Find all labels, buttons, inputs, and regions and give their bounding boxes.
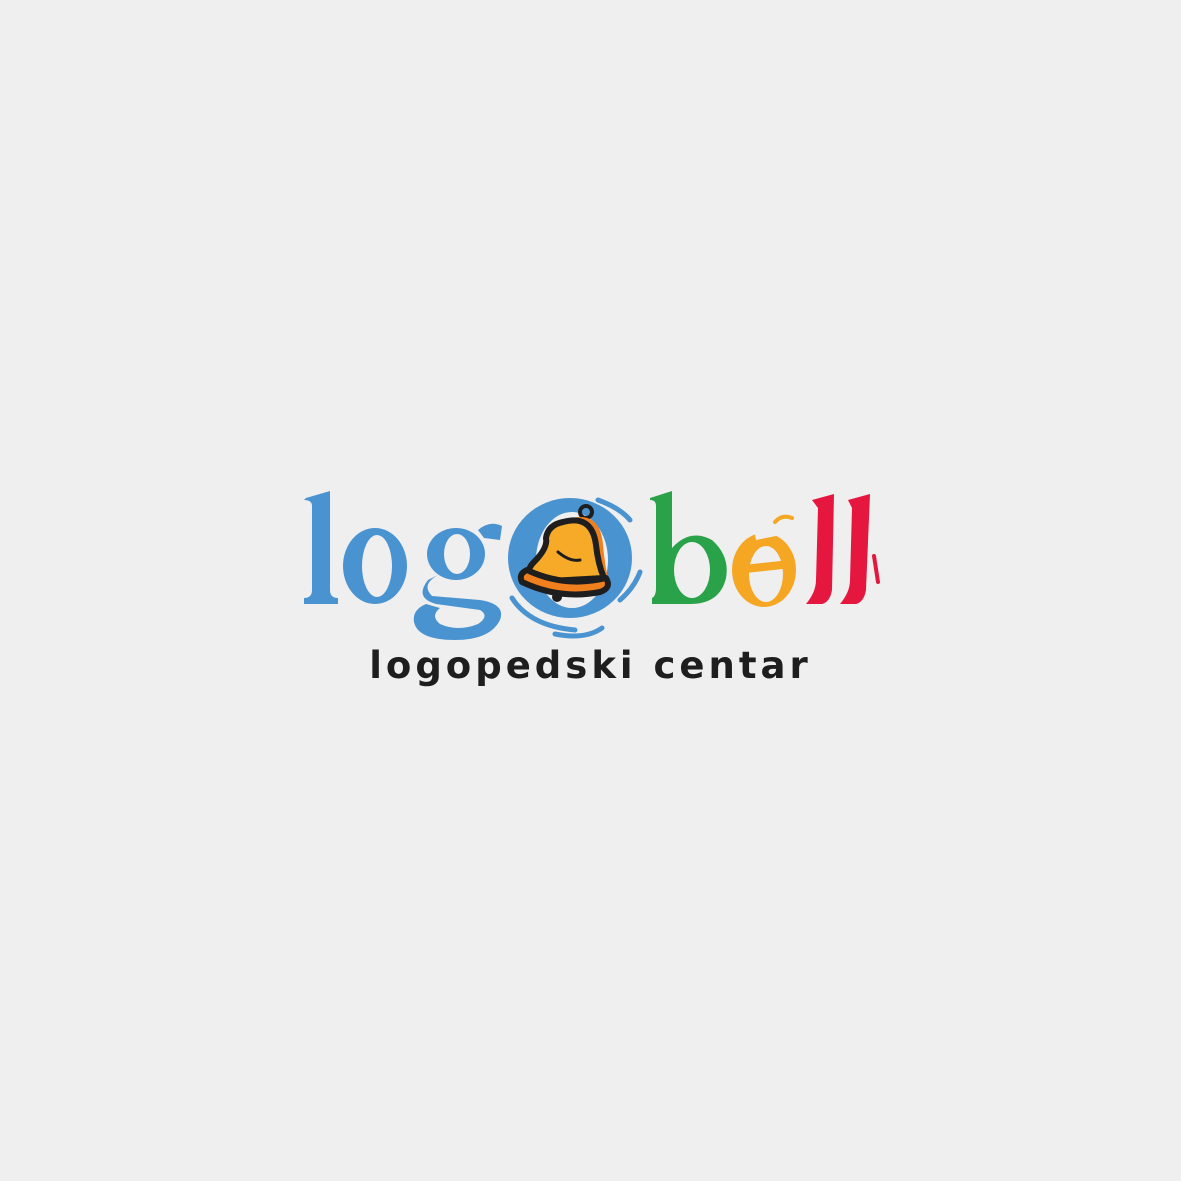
letter-l-1 [304, 491, 338, 604]
wordmark-log [304, 491, 502, 640]
tagline: logopedski centar [369, 644, 812, 687]
letter-b [650, 491, 727, 604]
letter-l-3 [840, 494, 870, 604]
letter-l-2 [806, 494, 834, 604]
letter-ll [806, 494, 880, 604]
bell-icon [517, 504, 611, 602]
letter-e [732, 514, 796, 607]
